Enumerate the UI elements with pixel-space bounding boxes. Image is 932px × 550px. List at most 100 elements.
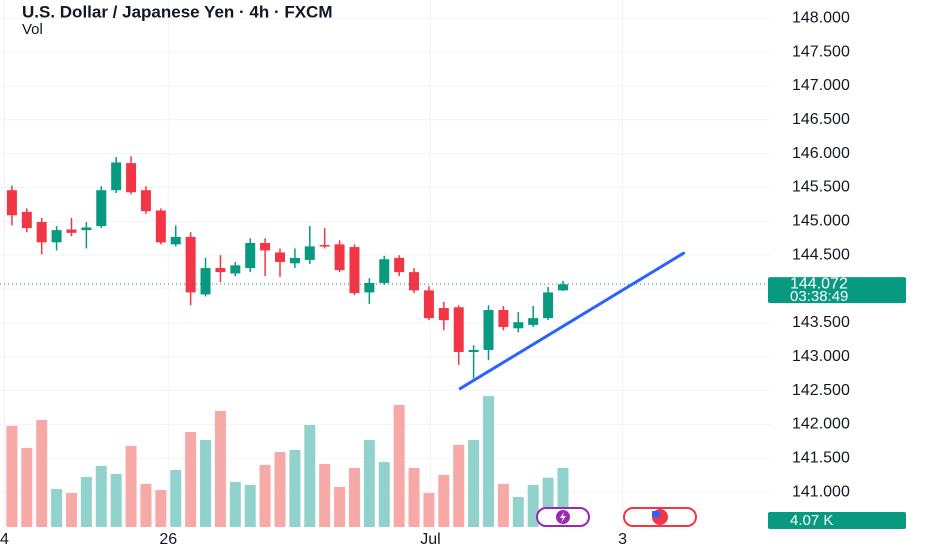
candle-body [245,243,256,269]
candle-body [364,282,375,293]
lightning-icon[interactable] [536,507,590,527]
volume-bar [453,444,465,527]
y-tick-label: 143.500 [792,314,850,331]
volume-bar [65,493,77,527]
current-price-box [768,277,906,304]
candle-body [349,247,360,294]
volume-bar [21,447,33,527]
y-tick-label: 144.500 [792,246,850,263]
volume-bar [483,396,495,527]
volume-bar [51,488,63,527]
volume-bar [289,449,301,527]
volume-bar [557,467,569,527]
volume-bar [378,462,390,527]
y-tick-label: 148.000 [792,9,850,26]
volume-bar [214,410,226,527]
candle-body [557,284,568,291]
candle-body [36,222,47,243]
volume-bar [408,467,420,527]
volume-bar [423,493,435,527]
candle-body [543,292,554,319]
candle-body [319,245,330,247]
volume-bar [259,464,271,527]
volume-bar [348,467,360,527]
x-tick-label: Jul [420,531,440,548]
candle-body [498,310,509,327]
y-tick-label: 141.500 [792,449,850,466]
candle-body [126,163,137,193]
volume-bar [155,490,167,527]
candle-body [155,210,166,243]
candle-body [289,257,300,264]
chart-title: U.S. Dollar / Japanese Yen · 4h · FXCM [22,2,333,21]
candle-body [81,227,92,231]
volume-bar [140,483,152,527]
volume-bar [125,445,137,527]
candle-body [21,211,32,229]
volume-bar [229,482,241,527]
volume-bar [304,425,316,527]
volume-bar [363,439,375,527]
candle-body [483,310,494,350]
y-tick-label: 143.000 [792,348,850,365]
candle-body [6,190,17,216]
volume-pane [6,396,569,527]
flag-icon[interactable] [623,507,697,527]
candle-body [334,244,345,271]
candle-body [111,162,122,191]
volume-bar [319,464,331,527]
volume-bar [185,431,197,527]
volume-bar [95,465,107,527]
candle-body [230,265,241,274]
y-tick-label: 147.000 [792,77,850,94]
x-tick-label: 3 [618,531,627,548]
candle-body [409,272,420,291]
current-price-label: 144.072 [790,275,848,292]
candle-body [453,307,464,352]
countdown: 03:38:49 [790,288,848,305]
y-tick-label: 145.000 [792,213,850,230]
volume-bar [244,484,256,527]
volume-bar [110,473,122,527]
volume-bar [6,425,18,527]
candle-body [275,252,285,262]
volume-bar [527,484,539,527]
y-tick-label: 146.500 [792,111,850,128]
trendline [458,251,686,391]
candle-body [468,349,479,352]
candle-body [379,259,390,283]
volume-bar [438,474,450,527]
candle-body [394,257,405,273]
volume-bar [468,439,480,527]
volume-title: Vol [22,21,43,38]
icon-flag-canton [652,511,660,517]
x-tick-label: 4 [0,531,9,548]
candle-body [185,236,196,293]
candle-body [170,236,181,245]
volume-bar [334,486,346,527]
candle-body [140,190,151,212]
current-volume-label: 4.07 K [790,512,833,529]
candle-body [96,190,107,227]
current-volume-box [768,512,906,529]
candle-body [528,318,539,325]
y-tick-label: 141.000 [792,483,850,500]
icon-bolt [560,512,566,523]
y-tick-label: 146.000 [792,145,850,162]
volume-bar [36,419,48,527]
price-pane [0,156,770,391]
volume-bar [200,439,212,527]
candle-body [438,307,449,321]
volume-bar [393,404,405,527]
y-tick-label: 147.500 [792,43,850,60]
volume-bar [80,476,92,527]
y-tick-label: 142.500 [792,382,850,399]
y-tick-label: 142.000 [792,416,850,433]
volume-bar [512,496,524,527]
candle-body [513,322,524,329]
y-tick-label: 145.500 [792,179,850,196]
x-tick-label: 26 [159,531,177,548]
candle-body [423,290,434,319]
volume-bar [542,477,554,527]
